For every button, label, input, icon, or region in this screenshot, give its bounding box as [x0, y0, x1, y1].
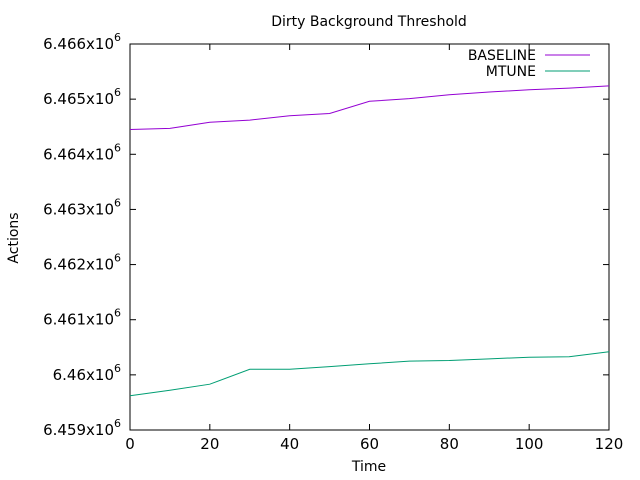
series-lines — [129, 85, 610, 397]
x-tick-label: 60 — [360, 435, 379, 453]
y-tick-label: 6.464x106 — [43, 141, 121, 163]
y-axis-ticks: 6.459x1066.46x1066.461x1066.462x1066.463… — [43, 31, 609, 439]
y-tick-exponent: 6 — [114, 141, 121, 154]
x-axis-ticks: 0 20 40 60 80 100 120 — [125, 44, 623, 453]
y-tick-mantissa: 6.463x10 — [43, 200, 114, 218]
y-tick-exponent: 6 — [114, 362, 121, 375]
y-tick-label: 6.465x106 — [43, 86, 121, 108]
legend-label-mtune: MTUNE — [486, 64, 536, 80]
y-tick-label: 6.466x106 — [43, 31, 121, 53]
series-line-baseline — [129, 85, 610, 130]
y-tick-mantissa: 6.466x10 — [43, 35, 114, 53]
y-tick-label: 6.461x106 — [43, 307, 121, 329]
x-axis-title: Time — [351, 459, 386, 475]
y-tick-mantissa: 6.464x10 — [43, 145, 114, 163]
y-tick-exponent: 6 — [114, 307, 121, 320]
y-tick-mantissa: 6.46x10 — [53, 366, 114, 384]
y-tick-label: 6.463x106 — [43, 196, 121, 218]
y-tick-mantissa: 6.465x10 — [43, 90, 114, 108]
series-line-mtune — [129, 351, 610, 397]
y-tick-label: 6.46x106 — [53, 362, 121, 384]
x-tick-label: 100 — [515, 435, 544, 453]
chart-title: Dirty Background Threshold — [271, 14, 467, 30]
x-tick-label: 80 — [440, 435, 459, 453]
y-tick-mantissa: 6.462x10 — [43, 256, 114, 274]
x-tick-label: 120 — [595, 435, 624, 453]
y-tick-exponent: 6 — [114, 31, 121, 44]
x-tick-label: 40 — [280, 435, 299, 453]
y-tick-exponent: 6 — [114, 86, 121, 99]
y-tick-label: 6.462x106 — [43, 252, 121, 274]
plot-frame — [129, 43, 610, 431]
x-tick-label: 20 — [200, 435, 219, 453]
y-tick-exponent: 6 — [114, 417, 121, 430]
y-tick-mantissa: 6.459x10 — [43, 421, 114, 439]
y-axis-title: Actions — [6, 212, 22, 263]
x-tick-label: 0 — [125, 435, 135, 453]
y-tick-exponent: 6 — [114, 252, 121, 265]
y-tick-label: 6.459x106 — [43, 417, 121, 439]
y-tick-exponent: 6 — [114, 196, 121, 209]
y-tick-mantissa: 6.461x10 — [43, 311, 114, 329]
legend-label-baseline: BASELINE — [468, 48, 536, 64]
